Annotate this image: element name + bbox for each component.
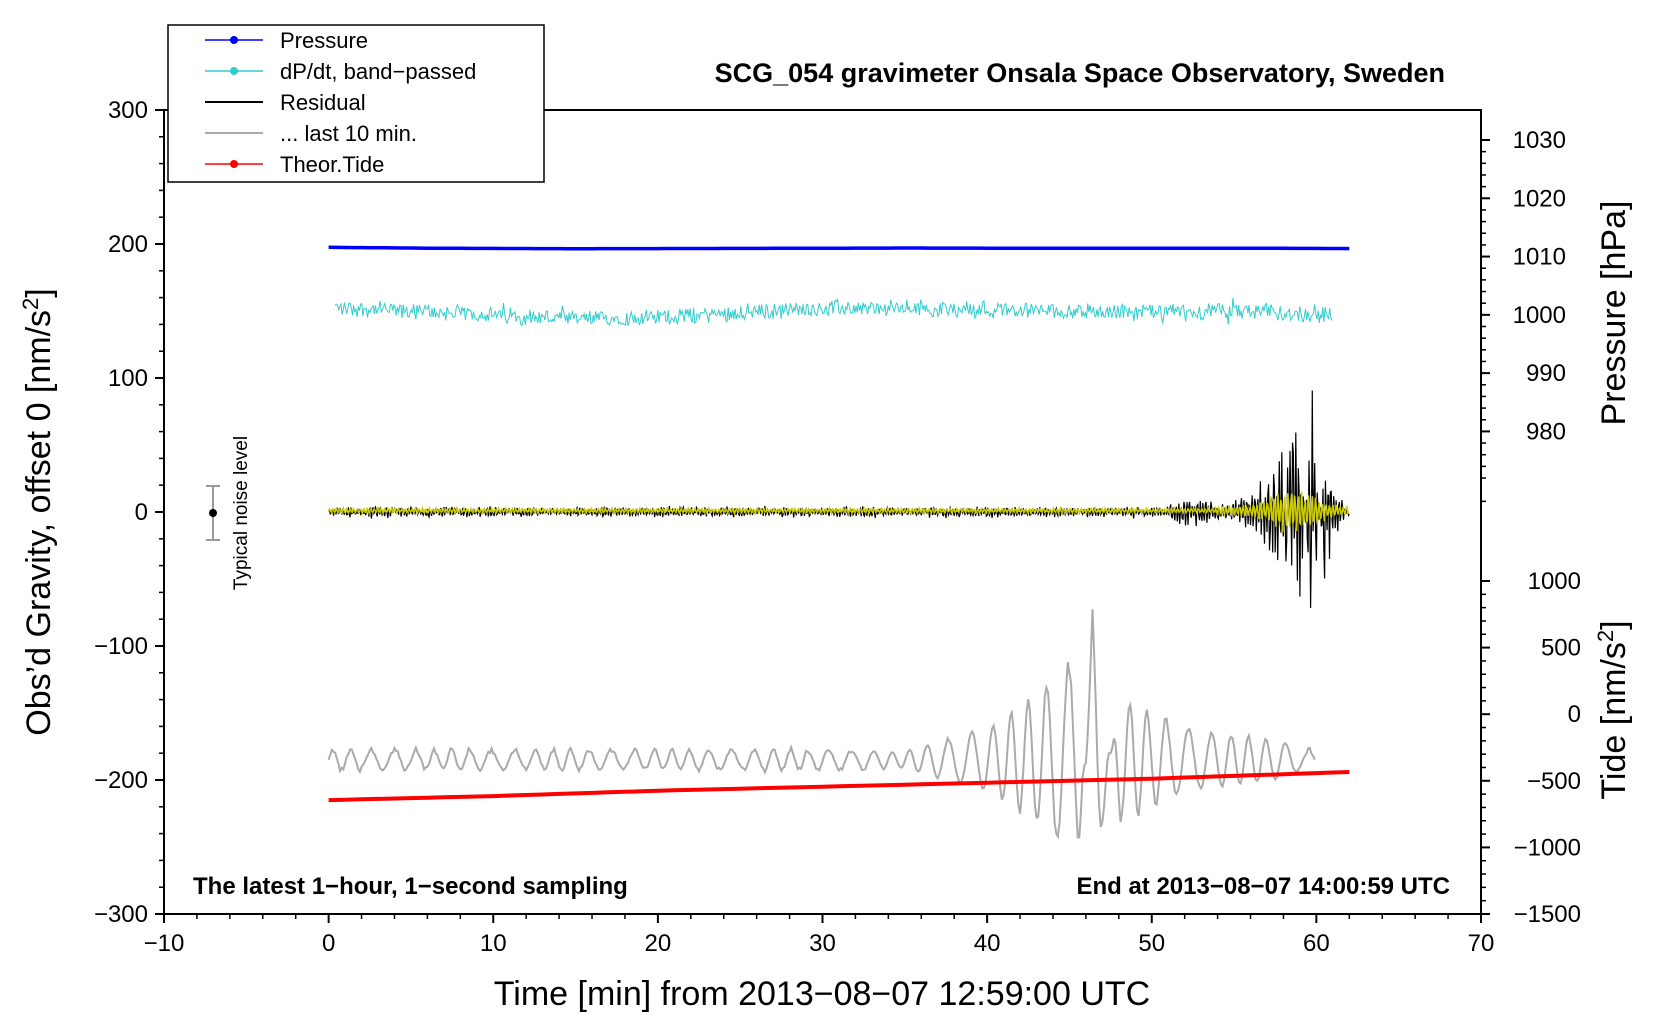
- y-axis-tide-title-end: ]: [1595, 620, 1633, 629]
- y-tick-label: −100: [94, 633, 148, 660]
- y-tick-label: −300: [94, 901, 148, 928]
- legend-box: [167, 24, 545, 183]
- y-tick-label: 0: [135, 499, 148, 526]
- y-axis-left: −300 −200 −100 0 100 200 300: [94, 97, 164, 928]
- series-layer: [327, 245, 1350, 840]
- x-tick-label: 50: [1138, 930, 1165, 957]
- x-tick-label: 60: [1303, 930, 1330, 957]
- series-dpdt-line: [334, 297, 1333, 327]
- legend-item-pressure: Pressure: [205, 28, 368, 53]
- y-tick-label: −200: [94, 767, 148, 794]
- tide-tick-label: 500: [1541, 635, 1581, 662]
- series-last10-line: [327, 609, 1316, 840]
- annotation-bottom-right: End at 2013−08−07 14:00:59 UTC: [1076, 873, 1450, 900]
- legend: Pressure dP/dt, band−passed Residual ...…: [167, 24, 545, 183]
- pressure-tick-label: 1010: [1513, 244, 1566, 271]
- chart-title: SCG_054 gravimeter Onsala Space Observat…: [715, 58, 1445, 88]
- pressure-tick-label: 1000: [1513, 302, 1566, 329]
- x-axis: −10 0 10 20 30 40 50 60 70: [144, 914, 1495, 957]
- y-axis-tide: −1500 −1000 −500 0 500 1000: [1481, 568, 1581, 928]
- y-tick-label: 200: [108, 231, 148, 258]
- noise-label: Typical noise level: [231, 436, 252, 590]
- y-tick-label: 100: [108, 365, 148, 392]
- x-tick-label: 0: [322, 930, 335, 957]
- series-residual-filtered-line: [327, 491, 1350, 533]
- series-pressure-line: [328, 245, 1350, 251]
- legend-item-last10: ... last 10 min.: [205, 121, 417, 146]
- y-axis-tide-title-main: Tide [nm/s: [1595, 642, 1633, 799]
- x-tick-label: 20: [645, 930, 672, 957]
- legend-item-dpdt: dP/dt, band−passed: [205, 59, 476, 84]
- legend-label-tide: Theor.Tide: [280, 152, 384, 177]
- pressure-tick-label: 1030: [1513, 127, 1566, 154]
- legend-item-residual: Residual: [205, 90, 366, 115]
- tide-tick-label: 1000: [1528, 568, 1581, 595]
- tide-tick-label: −1500: [1514, 901, 1581, 928]
- y-axis-left-title-end: ]: [20, 288, 58, 297]
- x-tick-label: 40: [974, 930, 1001, 957]
- legend-label-dpdt: dP/dt, band−passed: [280, 59, 476, 84]
- tide-tick-label: −1000: [1514, 834, 1581, 861]
- x-tick-label: 30: [809, 930, 836, 957]
- y-axis-left-title: Obs’d Gravity, offset 0 [nm/s2]: [18, 288, 58, 735]
- series-tide-line: [328, 770, 1350, 803]
- x-tick-label: −10: [144, 930, 185, 957]
- noise-dot: [209, 509, 217, 517]
- y-axis-pressure: 980 990 1000 1010 1020 1030: [1481, 127, 1566, 503]
- pressure-tick-label: 990: [1526, 360, 1566, 387]
- legend-label-last10: ... last 10 min.: [280, 121, 417, 146]
- x-tick-label: 70: [1468, 930, 1495, 957]
- tide-tick-label: −500: [1527, 768, 1581, 795]
- tide-tick-label: 0: [1568, 701, 1581, 728]
- x-axis-title: Time [min] from 2013−08−07 12:59:00 UTC: [494, 975, 1150, 1013]
- y-axis-left-title-sup: 2: [18, 298, 43, 310]
- pressure-tick-label: 1020: [1513, 185, 1566, 212]
- y-axis-tide-title-sup: 2: [1593, 630, 1618, 642]
- y-axis-left-title-main: Obs’d Gravity, offset 0 [nm/s: [20, 310, 58, 736]
- y-tick-label: 300: [108, 97, 148, 124]
- y-axis-tide-title: Tide [nm/s2]: [1593, 620, 1633, 799]
- noise-marker: Typical noise level: [206, 436, 252, 590]
- pressure-tick-label: 980: [1526, 418, 1566, 445]
- legend-item-tide: Theor.Tide: [205, 152, 384, 177]
- y-axis-pressure-title: Pressure [hPa]: [1595, 201, 1633, 426]
- annotation-bottom-left: The latest 1−hour, 1−second sampling: [193, 873, 628, 900]
- legend-label-pressure: Pressure: [280, 28, 368, 53]
- legend-label-residual: Residual: [280, 90, 366, 115]
- x-tick-label: 10: [480, 930, 507, 957]
